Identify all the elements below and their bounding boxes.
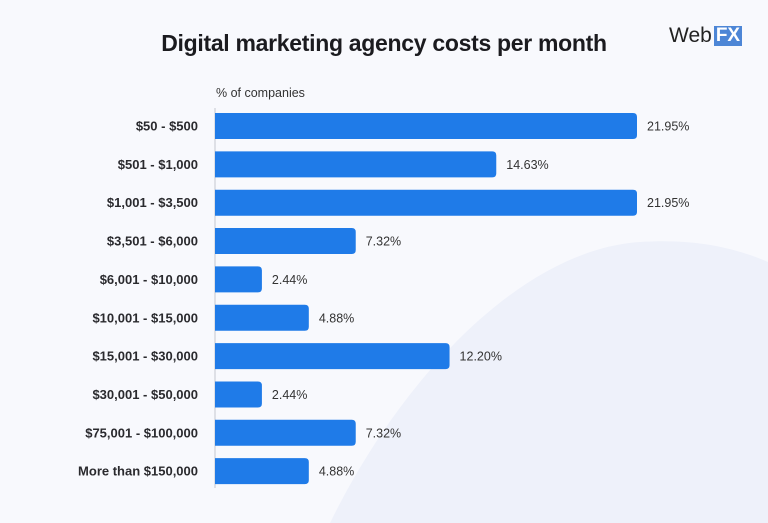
category-label: $3,501 - $6,000	[107, 234, 198, 249]
category-label: $75,001 - $100,000	[85, 425, 198, 440]
bar	[215, 343, 450, 370]
webfx-logo: Web FX	[669, 24, 743, 48]
category-label: More than $150,000	[78, 464, 198, 479]
bar	[215, 189, 637, 216]
bar	[215, 151, 497, 178]
data-label: 2.44%	[272, 273, 307, 287]
logo-word: Web	[669, 24, 712, 47]
data-label: 21.95%	[647, 196, 689, 210]
bar	[215, 113, 637, 139]
bar	[215, 266, 262, 293]
data-label: 14.63%	[506, 158, 548, 172]
bar	[215, 304, 309, 331]
bar	[215, 419, 356, 446]
data-label: 21.95%	[647, 120, 689, 134]
category-label: $6,001 - $10,000	[100, 272, 198, 287]
chart-title: Digital marketing agency costs per month	[161, 30, 607, 56]
data-label: 4.88%	[319, 311, 354, 325]
category-label: $10,001 - $15,000	[92, 310, 198, 325]
bar	[215, 228, 356, 255]
category-label: $501 - $1,000	[118, 157, 198, 172]
data-label: 7.32%	[366, 235, 401, 249]
data-label: 12.20%	[460, 350, 502, 364]
bar	[215, 381, 262, 408]
category-label: $30,001 - $50,000	[92, 387, 198, 402]
axis-label: % of companies	[216, 86, 305, 100]
data-label: 4.88%	[319, 465, 354, 479]
category-label: $15,001 - $30,000	[92, 349, 198, 364]
data-label: 2.44%	[272, 388, 307, 402]
category-label: $50 - $500	[136, 119, 198, 134]
category-label: $1,001 - $3,500	[107, 195, 198, 210]
logo-mark: FX	[713, 25, 743, 46]
bar	[215, 458, 309, 485]
data-label: 7.32%	[366, 426, 401, 440]
